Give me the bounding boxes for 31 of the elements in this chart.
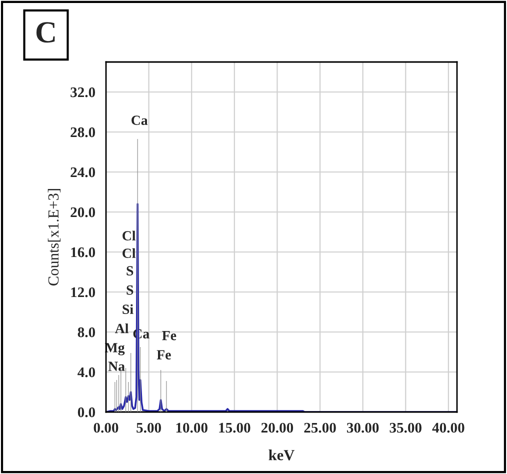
y-tick-label: 24.0	[70, 167, 96, 178]
annotation: Cl	[122, 230, 136, 240]
annotation: Cl	[122, 248, 136, 258]
y-axis-title: Counts[x1.E+3]	[48, 189, 61, 286]
annotation: Si	[122, 304, 134, 314]
chart-title: C	[36, 22, 55, 43]
annotation: Ca	[132, 116, 148, 125]
y-tick-label: 0.0	[78, 407, 96, 418]
y-tick-label: 8.0	[78, 327, 96, 338]
x-tick-label: 35.00	[390, 422, 422, 433]
y-tick-label: 12.0	[71, 287, 96, 298]
annotation: Fe	[162, 330, 176, 340]
y-tick-label: 28.0	[70, 127, 96, 138]
y-tick-label: 32.0	[70, 87, 96, 98]
y-tick-label: 20.0	[70, 207, 96, 218]
x-tick-label: 40.00	[432, 422, 464, 433]
x-tick-label: 10.00	[176, 422, 208, 433]
y-tick-label: 4.0	[78, 367, 96, 378]
x-tick-label: 15.00	[219, 422, 250, 433]
x-tick-label: 0.00	[94, 422, 118, 433]
annotation: Na	[108, 362, 125, 372]
annotation: S	[126, 266, 134, 276]
annotation: S	[126, 285, 134, 295]
x-tick-label: 20.00	[261, 422, 294, 433]
y-tick-label: 16.0	[71, 247, 96, 258]
annotation: Al	[114, 323, 129, 334]
annotation: Fe	[156, 350, 171, 360]
x-tick-label: 5.00	[136, 422, 162, 433]
x-tick-label: 25.00	[304, 422, 336, 433]
x-tick-label: 30.00	[346, 422, 379, 433]
x-axis-title: keV	[268, 450, 294, 460]
